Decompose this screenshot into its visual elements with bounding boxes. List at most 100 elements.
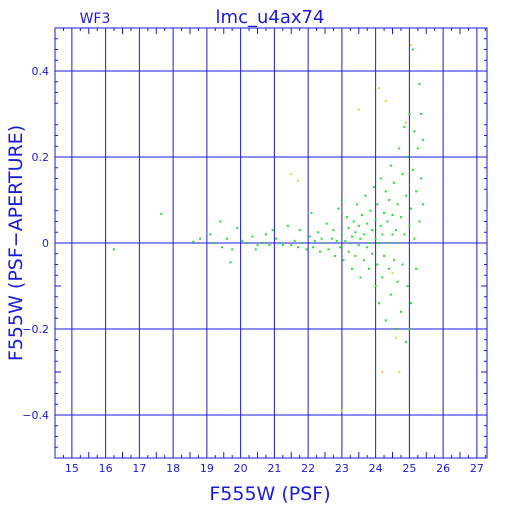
data-point <box>327 248 330 251</box>
data-point <box>420 113 423 115</box>
data-point <box>393 259 396 262</box>
data-point <box>415 267 418 270</box>
data-point <box>388 267 391 270</box>
data-point <box>268 244 271 247</box>
y-tick-label: −0.2 <box>22 323 49 336</box>
data-point <box>391 214 394 217</box>
data-point <box>408 113 411 115</box>
data-point <box>389 293 392 296</box>
data-point <box>335 239 338 242</box>
x-tick-label: 27 <box>470 462 484 475</box>
data-point <box>334 254 337 257</box>
data-point <box>378 302 380 305</box>
data-point <box>342 259 345 262</box>
data-point <box>241 239 244 242</box>
data-point <box>275 237 278 240</box>
data-point <box>401 263 404 266</box>
data-point <box>366 246 369 249</box>
data-point <box>357 224 360 227</box>
data-point <box>305 248 308 251</box>
data-point <box>330 237 333 240</box>
data-point <box>344 239 347 242</box>
data-point <box>286 224 289 227</box>
data-point <box>406 156 409 158</box>
data-point <box>310 211 313 214</box>
data-point <box>313 239 316 242</box>
data-point <box>337 207 340 210</box>
data-point <box>290 244 293 247</box>
data-point <box>349 242 352 244</box>
data-point <box>246 242 249 244</box>
x-tick-label: 25 <box>402 462 416 475</box>
data-point <box>361 214 364 217</box>
data-point <box>378 87 380 90</box>
data-point <box>396 203 399 206</box>
data-point <box>372 186 375 189</box>
data-point <box>352 220 355 223</box>
data-point <box>383 254 386 257</box>
data-point <box>192 240 195 243</box>
data-point <box>374 237 377 240</box>
data-point <box>324 242 326 244</box>
data-point <box>391 272 394 275</box>
data-point <box>347 226 350 229</box>
data-point <box>160 212 163 215</box>
data-point <box>411 168 414 171</box>
data-point <box>254 248 257 251</box>
data-point <box>231 248 234 251</box>
data-point <box>356 203 359 206</box>
data-point <box>374 285 377 287</box>
data-point <box>379 224 382 227</box>
data-point <box>212 242 215 244</box>
data-point <box>376 203 379 206</box>
data-point <box>421 138 424 141</box>
data-point <box>312 246 315 249</box>
data-point <box>236 226 239 229</box>
data-point <box>229 261 232 264</box>
data-point <box>394 229 397 232</box>
data-point <box>381 233 384 236</box>
data-point <box>297 179 299 182</box>
data-point <box>401 173 404 176</box>
data-point <box>398 147 401 150</box>
data-point <box>411 48 414 51</box>
data-point <box>366 222 369 225</box>
data-point <box>281 244 284 247</box>
data-point <box>418 82 421 85</box>
y-tick-label: 0 <box>42 237 49 250</box>
data-point <box>384 319 387 322</box>
data-point <box>369 209 372 212</box>
data-point <box>320 237 323 240</box>
data-point <box>354 254 357 257</box>
data-point <box>278 242 281 244</box>
data-point <box>406 285 409 287</box>
data-point <box>340 199 343 201</box>
y-tick-label: 0.2 <box>32 151 50 164</box>
y-tick-label: −0.4 <box>22 409 49 422</box>
x-tick-label: 17 <box>132 462 146 475</box>
data-point <box>256 244 259 247</box>
data-point <box>345 216 348 219</box>
data-point <box>374 218 377 221</box>
x-tick-label: 23 <box>335 462 349 475</box>
x-tick-label: 18 <box>166 462 180 475</box>
x-tick-label: 15 <box>65 462 79 475</box>
x-tick-label: 26 <box>436 462 450 475</box>
data-point <box>357 108 360 111</box>
data-point <box>219 220 222 223</box>
data-point <box>354 231 357 234</box>
data-point <box>405 121 407 124</box>
data-point <box>410 302 413 305</box>
data-point <box>410 207 413 210</box>
data-point <box>357 244 360 247</box>
data-points <box>113 44 424 412</box>
data-point <box>408 328 411 330</box>
data-point <box>398 242 401 244</box>
data-point <box>378 242 380 244</box>
data-point <box>394 328 397 330</box>
x-tick-label: 24 <box>369 462 383 475</box>
data-point <box>416 147 419 150</box>
data-point <box>405 340 407 343</box>
